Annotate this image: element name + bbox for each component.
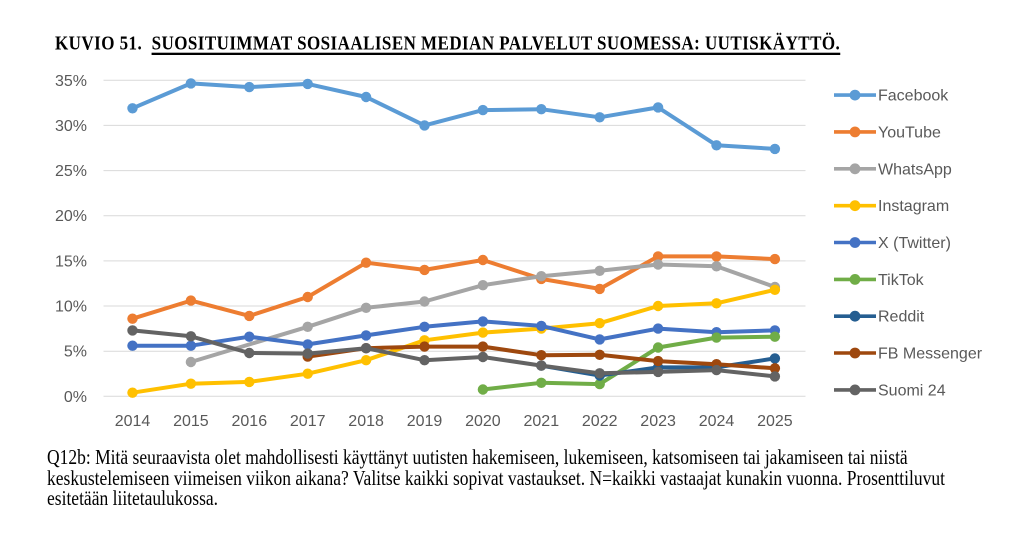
svg-text:25%: 25%: [55, 163, 87, 180]
svg-text:X (Twitter): X (Twitter): [878, 235, 951, 252]
svg-text:35%: 35%: [55, 73, 87, 90]
svg-text:Suomi 24: Suomi 24: [878, 382, 946, 399]
svg-text:2023: 2023: [640, 413, 676, 430]
svg-text:2021: 2021: [524, 413, 560, 430]
svg-text:Facebook: Facebook: [878, 88, 949, 105]
svg-text:2016: 2016: [232, 413, 268, 430]
svg-text:TikTok: TikTok: [878, 272, 925, 289]
svg-text:2024: 2024: [699, 413, 735, 430]
svg-text:2019: 2019: [407, 413, 443, 430]
svg-text:Reddit: Reddit: [878, 309, 925, 326]
svg-text:30%: 30%: [55, 118, 87, 135]
svg-text:2017: 2017: [290, 413, 326, 430]
svg-text:2020: 2020: [465, 413, 501, 430]
svg-text:2022: 2022: [582, 413, 618, 430]
svg-text:2015: 2015: [173, 413, 209, 430]
svg-text:10%: 10%: [55, 299, 87, 316]
svg-text:WhatsApp: WhatsApp: [878, 161, 952, 178]
svg-text:15%: 15%: [55, 253, 87, 270]
svg-text:5%: 5%: [64, 344, 87, 361]
svg-text:2018: 2018: [348, 413, 384, 430]
svg-text:FB Messenger: FB Messenger: [878, 346, 983, 363]
svg-text:0%: 0%: [64, 389, 87, 406]
svg-text:YouTube: YouTube: [878, 124, 941, 141]
svg-text:2025: 2025: [757, 413, 793, 430]
svg-text:2014: 2014: [115, 413, 151, 430]
svg-text:Instagram: Instagram: [878, 198, 949, 215]
svg-text:20%: 20%: [55, 208, 87, 225]
